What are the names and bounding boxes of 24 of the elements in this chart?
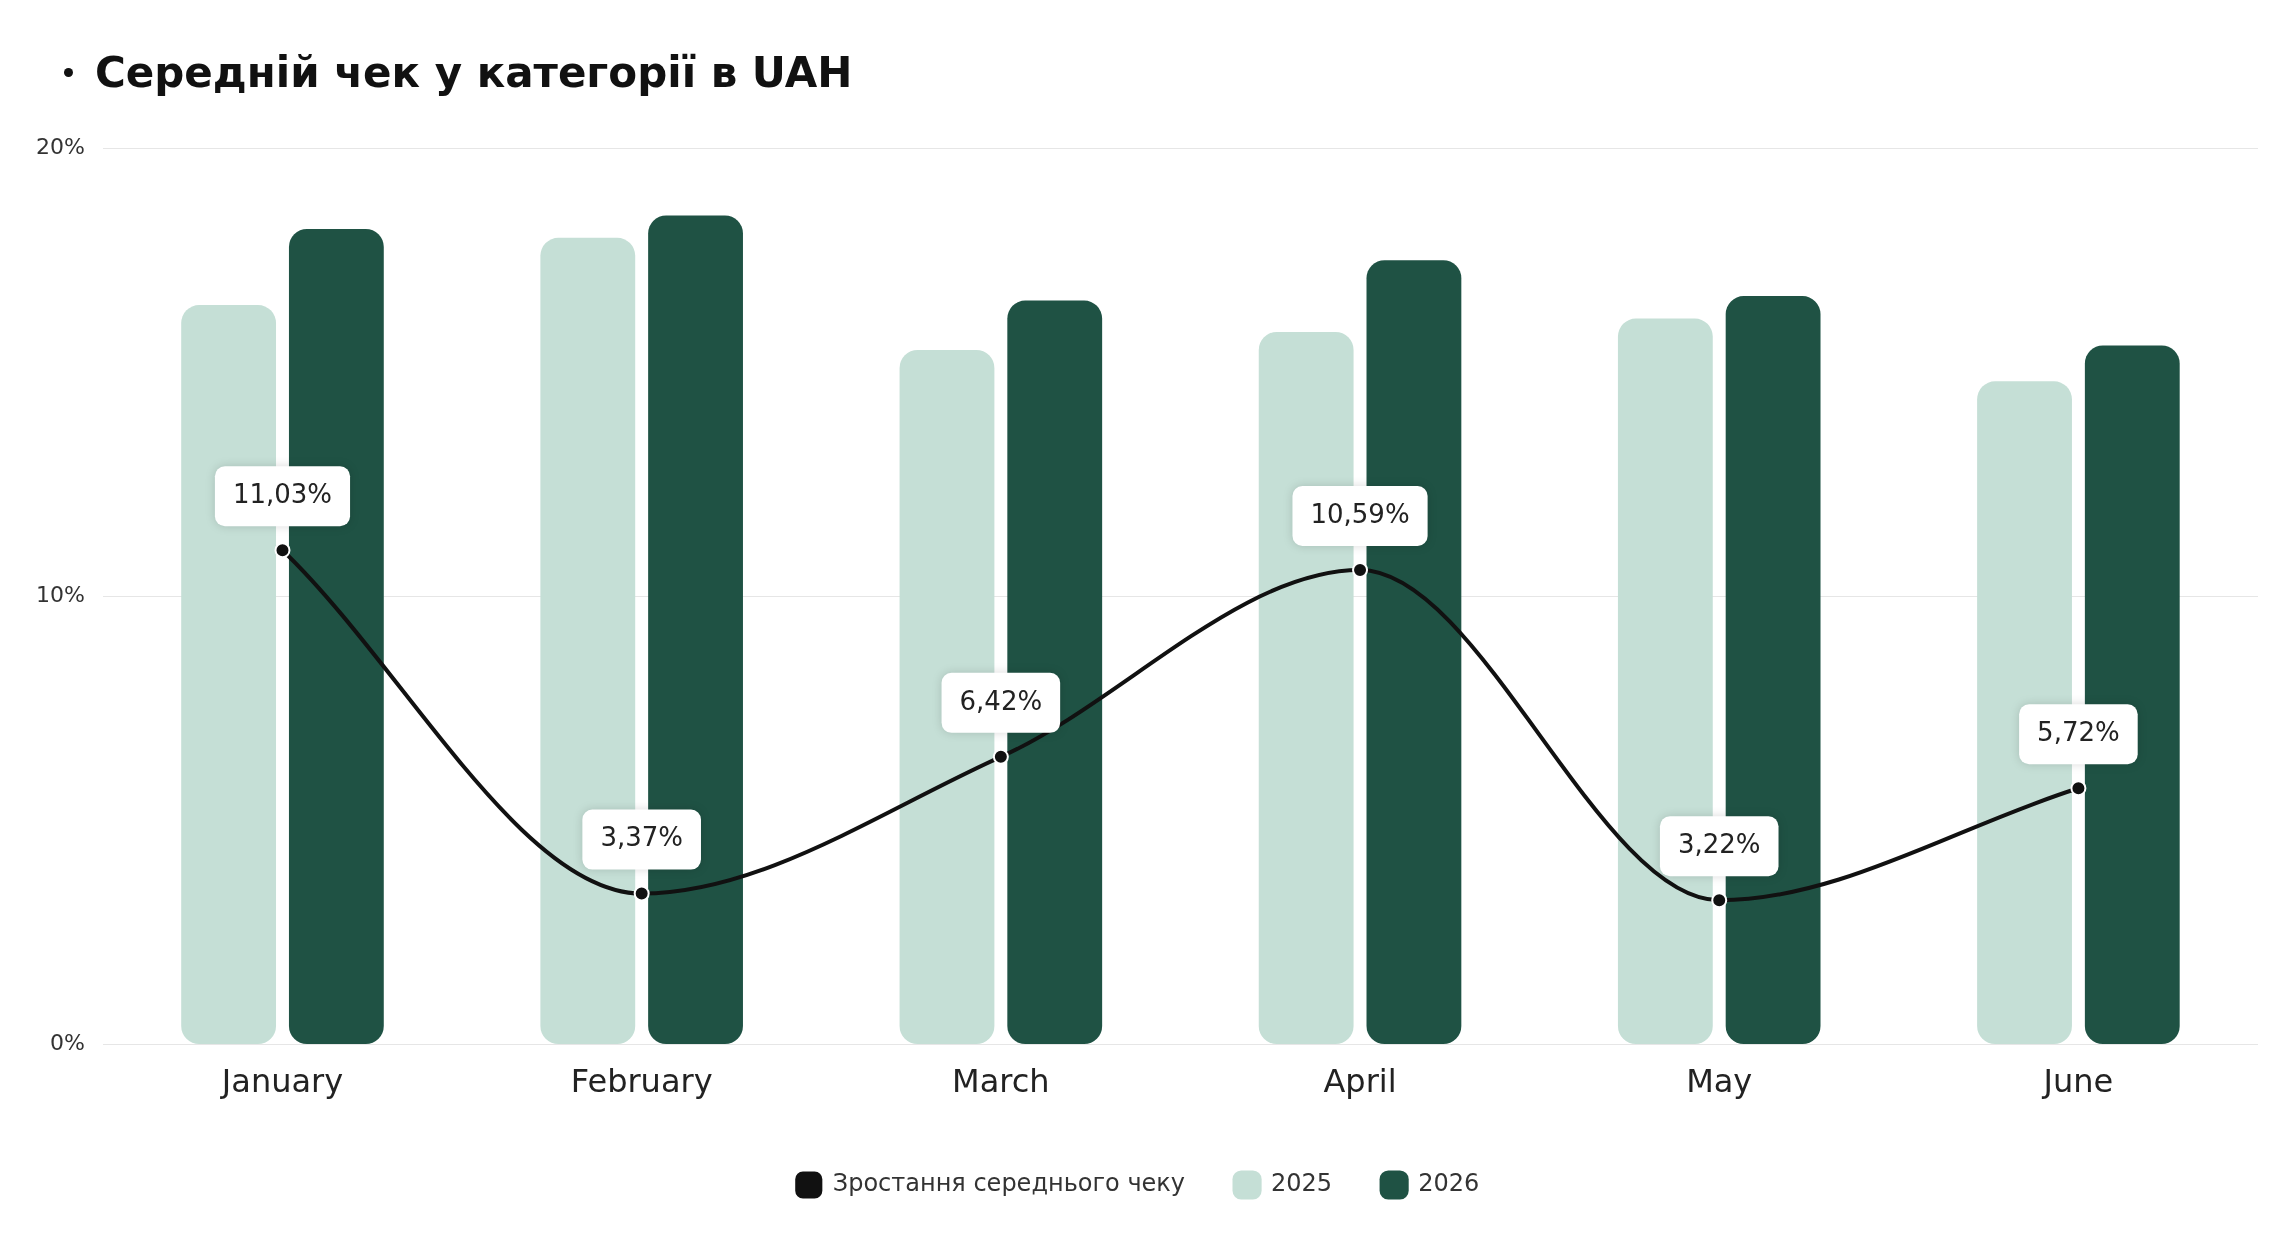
point xyxy=(1711,892,1728,909)
x-tick-label: June xyxy=(2041,1062,2114,1101)
data-label: 5,72% xyxy=(2037,716,2120,747)
x-tick-label: March xyxy=(952,1062,1050,1101)
y-tick-label: 20% xyxy=(35,133,85,159)
data-label: 10,59% xyxy=(1310,498,1410,529)
x-tick-label: May xyxy=(1686,1062,1753,1101)
legend-label: 2025 xyxy=(1271,1169,1333,1198)
point xyxy=(2070,780,2087,797)
data-label: 6,42% xyxy=(959,685,1043,716)
point xyxy=(992,748,1009,765)
legend-label: 2026 xyxy=(1418,1169,1480,1198)
point xyxy=(274,542,291,559)
x-tick-label: February xyxy=(570,1062,713,1101)
data-label: 3,22% xyxy=(1677,829,1761,860)
data-label: 11,03% xyxy=(232,478,333,509)
y-tick-label: 10% xyxy=(35,582,85,608)
chart-title: Середній чек у категорії в UAH xyxy=(95,48,853,97)
x-tick-label: April xyxy=(1323,1062,1397,1101)
point xyxy=(633,885,650,902)
legend-label: Зростання середнього чеку xyxy=(832,1169,1186,1198)
data-label: 3,37% xyxy=(600,822,683,853)
y-tick-label: 0% xyxy=(49,1030,85,1056)
x-tick-label: January xyxy=(219,1062,344,1101)
